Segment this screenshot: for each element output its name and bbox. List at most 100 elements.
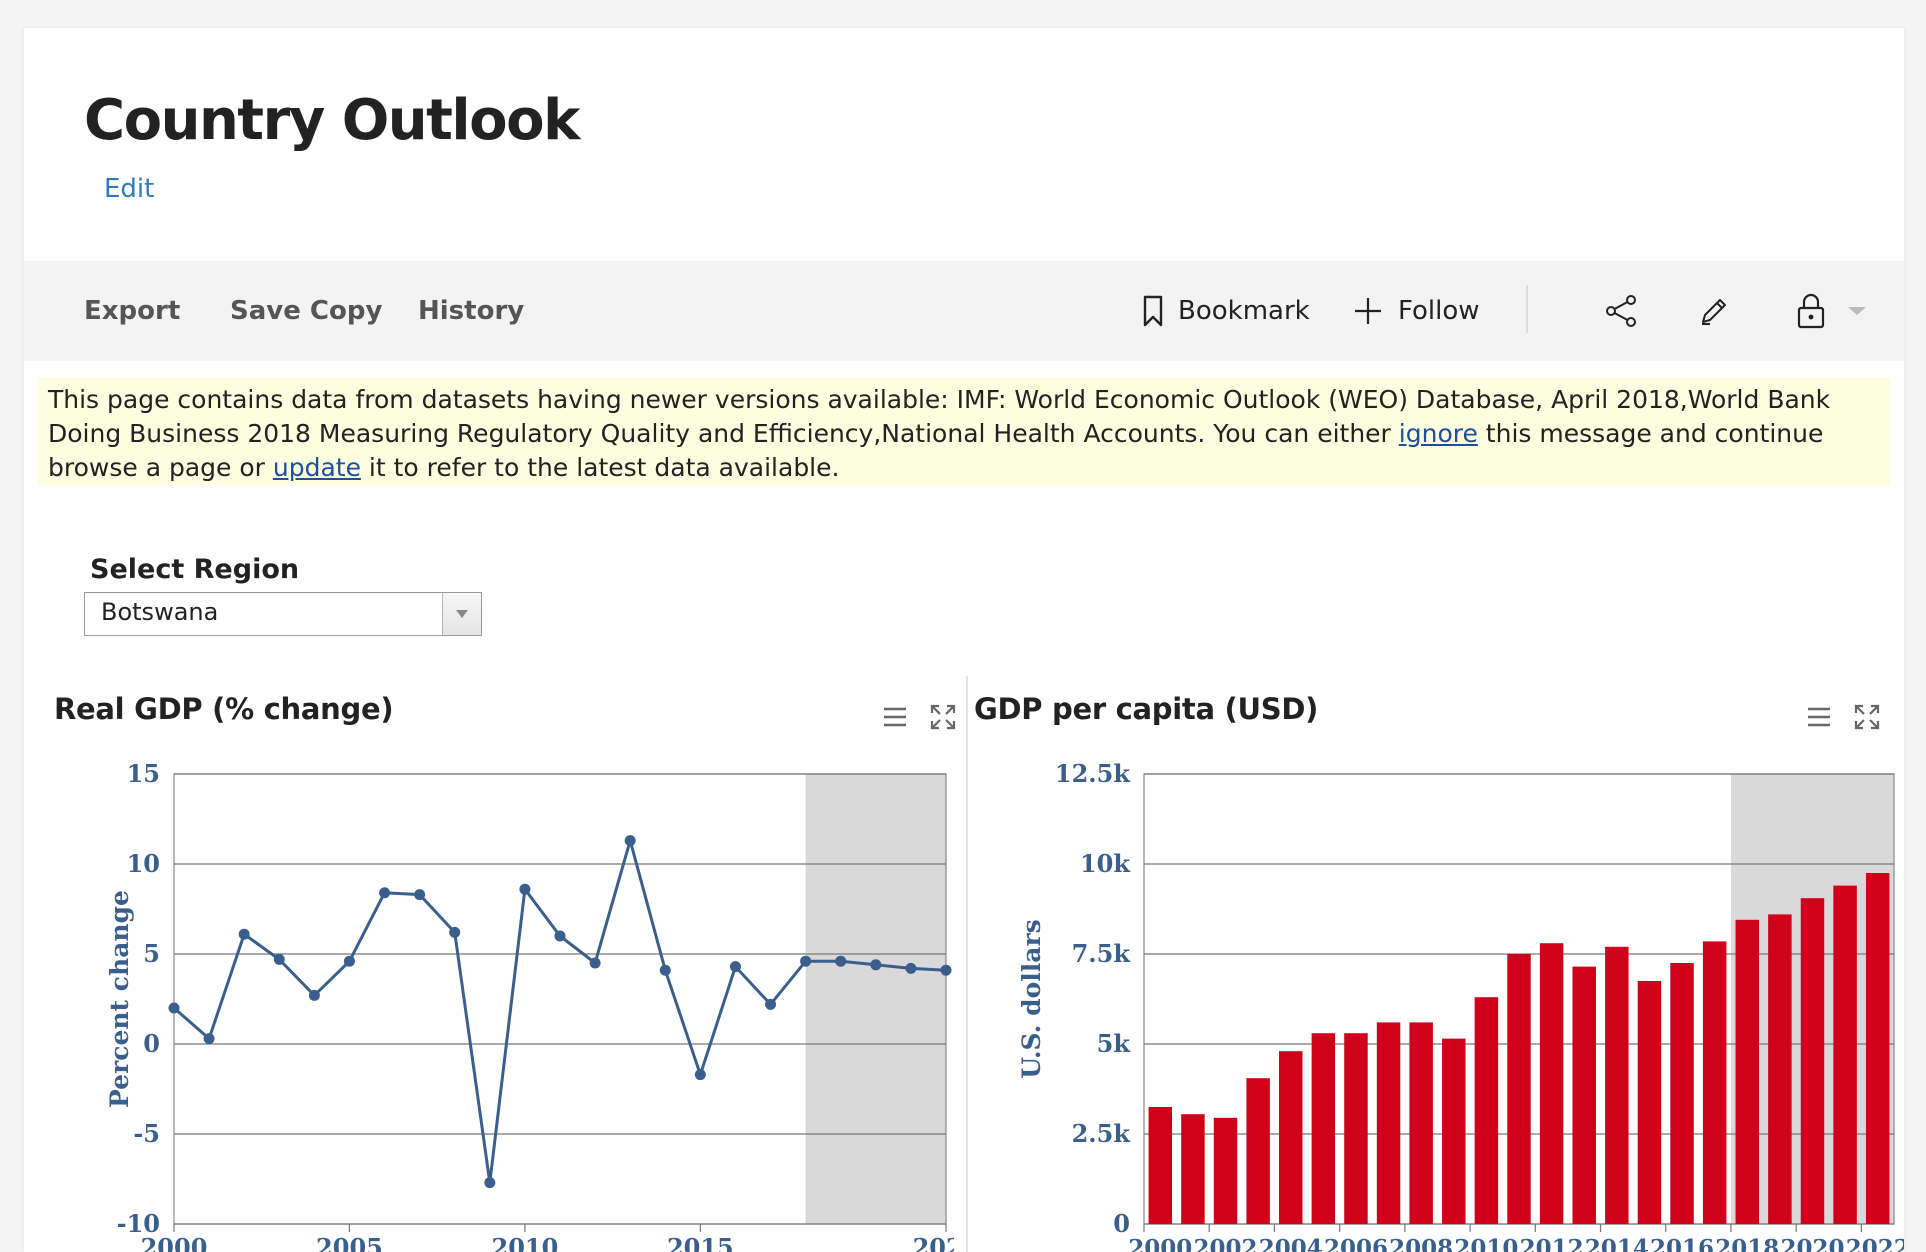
- bar: [1605, 946, 1629, 1224]
- share-button[interactable]: [1604, 261, 1638, 361]
- y-axis-title: Percent change: [105, 890, 134, 1108]
- bookmark-label: Bookmark: [1178, 296, 1310, 326]
- y-tick-label: 12.5k: [1055, 759, 1131, 788]
- y-tick-label: 0: [1113, 1209, 1130, 1238]
- data-point: [238, 928, 250, 940]
- bar: [1279, 1051, 1303, 1224]
- data-point: [694, 1069, 706, 1081]
- select-region-label: Select Region: [90, 554, 300, 585]
- x-tick-label: 2000: [141, 1233, 208, 1252]
- y-tick-label: 10k: [1080, 849, 1131, 878]
- toolbar: Export Save Copy History Bookmark Follow: [24, 261, 1904, 361]
- notice-text: this message and continue browse a page …: [48, 419, 1824, 482]
- x-tick-label: 2020: [1780, 1235, 1844, 1252]
- x-tick-label: 2005: [316, 1233, 383, 1252]
- update-link[interactable]: update: [272, 453, 361, 482]
- bar: [1539, 943, 1564, 1224]
- page-title: Country Outlook: [84, 88, 580, 153]
- x-tick-label: 2010: [492, 1233, 559, 1252]
- x-tick-label: 2018: [1715, 1235, 1779, 1252]
- bar: [1702, 941, 1727, 1224]
- bar: [1637, 981, 1662, 1224]
- data-point: [168, 1002, 180, 1014]
- data-point: [905, 962, 917, 974]
- edit-page-button[interactable]: [1698, 261, 1730, 361]
- y-tick-label: 5k: [1097, 1029, 1132, 1058]
- expand-icon[interactable]: [930, 704, 956, 734]
- data-point: [624, 835, 636, 847]
- region-select-value: Botswana: [101, 598, 219, 626]
- bar: [1572, 966, 1596, 1224]
- chart-menu-icon[interactable]: [1806, 704, 1832, 734]
- data-point: [870, 959, 882, 971]
- pencil-icon: [1702, 299, 1726, 325]
- bookmark-button[interactable]: Bookmark: [1142, 261, 1310, 361]
- data-point: [765, 998, 777, 1010]
- dataset-update-notice: This page contains data from datasets ha…: [38, 377, 1890, 485]
- x-tick-label: 2008: [1389, 1235, 1453, 1252]
- data-point: [414, 889, 426, 901]
- export-button[interactable]: Export: [84, 296, 181, 326]
- bar: [1409, 1022, 1433, 1224]
- bar: [1442, 1038, 1466, 1224]
- panel-divider: [966, 676, 968, 1252]
- chart-title-gdp-per-capita: GDP per capita (USD): [974, 692, 1319, 726]
- bookmark-icon: [1143, 295, 1163, 327]
- data-point: [484, 1177, 496, 1189]
- data-point: [940, 964, 952, 976]
- bar: [1735, 919, 1759, 1224]
- bar: [1344, 1033, 1368, 1224]
- bar: [1246, 1078, 1270, 1224]
- x-tick-label: 2014: [1585, 1235, 1649, 1252]
- x-tick-label: 2002: [1194, 1235, 1258, 1252]
- x-tick-label: 2022: [913, 1233, 954, 1252]
- data-point: [554, 930, 566, 942]
- data-point: [729, 961, 741, 973]
- x-tick-label: 2004: [1259, 1235, 1323, 1252]
- follow-button[interactable]: Follow: [1352, 261, 1480, 361]
- region-select[interactable]: Botswana: [84, 592, 482, 636]
- bar: [1865, 873, 1890, 1224]
- share-icon: [1606, 295, 1636, 327]
- y-tick-label: 5: [143, 939, 160, 968]
- edit-link[interactable]: Edit: [104, 174, 155, 204]
- save-copy-button[interactable]: Save Copy: [230, 296, 383, 326]
- data-point: [835, 955, 847, 967]
- history-button[interactable]: History: [418, 296, 525, 326]
- toolbar-divider: [1526, 285, 1528, 333]
- chart-tools-real-gdp: [882, 704, 956, 734]
- bar: [1213, 1117, 1238, 1224]
- x-tick-label: 2010: [1454, 1235, 1518, 1252]
- bar: [1768, 914, 1792, 1224]
- data-point: [379, 887, 391, 899]
- chart-menu-icon[interactable]: [882, 704, 908, 734]
- y-tick-label: 2.5k: [1072, 1119, 1132, 1148]
- expand-icon[interactable]: [1854, 704, 1880, 734]
- x-tick-label: 2012: [1520, 1235, 1584, 1252]
- ignore-link[interactable]: ignore: [1398, 419, 1478, 448]
- data-point: [343, 955, 355, 967]
- chart-tools-gdp-per-capita: [1806, 704, 1880, 734]
- x-tick-label: 2006: [1324, 1235, 1388, 1252]
- data-point: [273, 953, 285, 965]
- bar: [1181, 1114, 1205, 1224]
- y-tick-label: 15: [127, 759, 160, 788]
- plus-icon: [1355, 298, 1381, 324]
- bar: [1507, 954, 1531, 1224]
- y-axis-title: U.S. dollars: [1017, 919, 1046, 1078]
- bar: [1670, 963, 1694, 1224]
- dropdown-arrow-icon[interactable]: [442, 593, 481, 635]
- permissions-button[interactable]: [1796, 261, 1872, 361]
- lock-icon: [1797, 293, 1825, 329]
- x-tick-label: 2022: [1846, 1235, 1904, 1252]
- y-tick-label: 7.5k: [1072, 939, 1132, 968]
- y-tick-label: -5: [133, 1119, 160, 1148]
- x-tick-label: 2015: [667, 1233, 734, 1252]
- data-point: [589, 957, 601, 969]
- data-point: [519, 883, 531, 895]
- y-tick-label: -10: [117, 1209, 160, 1238]
- bar: [1833, 885, 1857, 1224]
- caret-down-icon: [1848, 307, 1866, 315]
